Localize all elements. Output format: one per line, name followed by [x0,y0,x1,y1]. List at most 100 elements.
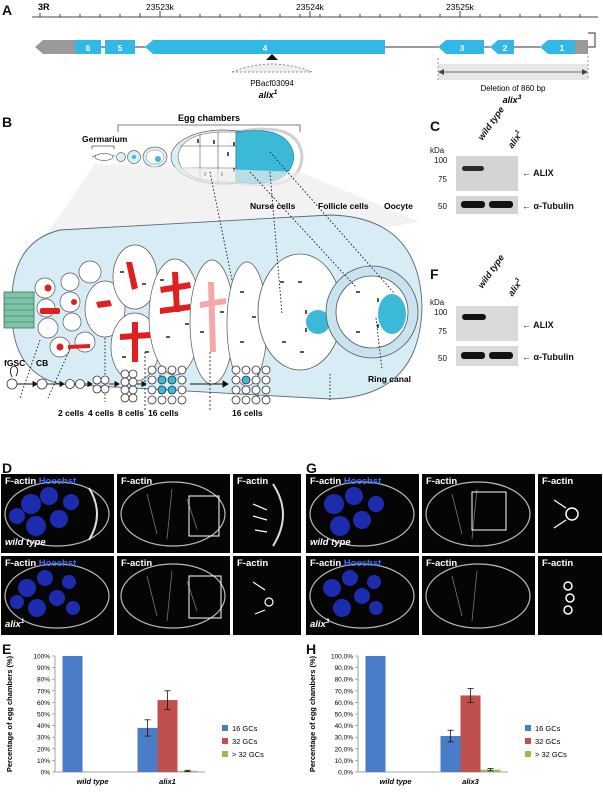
exon-4 [145,40,385,54]
coord-23523k: 23523k [146,2,175,12]
micro-g-wt-zoom-label: F-actin [542,476,574,487]
exon-5-label: 5 [118,43,123,53]
y-tick-label: 60,0% [335,700,354,707]
x-tick-label: alix3 [462,777,480,786]
bar-16-gcs [137,727,158,772]
panel-label-a: A [2,2,13,18]
deletion-label: Deletion of 860 bp [481,84,546,93]
legend-label: 32 GCs [232,737,258,746]
micro-d-wt-genotype: wild type [5,537,46,548]
genomic-ruler [32,11,598,18]
micro-g-mut-merge: F-actin Hoechst alix3 [306,556,419,635]
legend-label: 16 GCs [232,724,258,733]
y-tick-label: 40% [37,723,50,730]
micro-g-wt-genotype: wild type [310,537,351,548]
panel-label-c: C [430,118,441,134]
y-tick-label: 10,0% [335,758,354,765]
blot-c-tub-band-1 [461,201,485,208]
y-axis-label: Percentage of egg chambers (%) [5,655,14,772]
legend-swatch [525,751,531,757]
blot-c-m100: 100 [434,156,448,165]
blot-c-alix-band [462,166,484,171]
exon-3-label: 3 [460,43,465,53]
sixteen-cells-label-b: 16 cells [232,408,263,418]
legend-label: > 32 GCs [232,750,264,759]
nurse-cells-label: Nurse cells [250,201,296,211]
exon-6 [75,40,101,54]
panel-label-f: F [430,266,439,282]
x-tick-label: alix1 [159,777,176,786]
micro-g-mut-factin: F-actin [422,556,535,635]
blot-c-tubulin-membrane [456,196,518,214]
fgsc-label: fGSC [4,358,25,368]
y-tick-label: 70,0% [335,688,354,695]
x-tick-label: wild type [379,777,411,786]
y-tick-label: 60% [37,700,50,707]
micro-g-mut-merge-label: F-actin Hoechst [310,558,382,569]
y-tick-label: 30,0% [335,735,354,742]
micro-d-wt-zoom: F-actin [233,474,301,553]
micro-d-mut-factin: F-actin [117,556,230,635]
deletion-bar [437,56,589,80]
y-tick-label: 90% [37,665,50,672]
micro-g-wt-merge-label: F-actin Hoechst [310,476,382,487]
pbac-insertion [231,54,313,73]
micro-d-wt-factin-label: F-actin [121,476,153,487]
y-tick-label: 20% [37,746,50,753]
y-tick-label: 40,0% [335,723,354,730]
cb-label: CB [36,358,48,368]
blot-f-m100: 100 [434,308,448,317]
micro-g-wt-factin-label: F-actin [426,476,458,487]
micro-d-wt-merge: F-actin Hoechst wild type [1,474,114,553]
y-axis-label: Percentage of egg chambers (%) [308,655,317,772]
y-tick-label: 90,0% [335,665,354,672]
x-tick-label: wild type [76,777,108,786]
blot-f-alix-band [462,314,486,320]
blot-f-m75: 75 [438,327,447,336]
legend-label: > 32 GCs [535,750,567,759]
follicle-cells-label: Follicle cells [318,201,369,211]
sixteen-cells-label-a: 16 cells [148,408,179,418]
blot-c-tub-band-2 [489,201,513,208]
micro-d-mut-factin-label: F-actin [121,558,153,569]
blot-f-m50: 50 [438,354,447,363]
micro-g-wt-merge: F-actin Hoechst wild type [306,474,419,553]
blot-c-mut-label: alix1 [505,129,523,150]
micro-d-mut-merge: F-actin Hoechst alix1 [1,556,114,635]
legend-swatch [525,725,531,731]
allele1-label: alix1 [259,89,278,100]
blot-c-m50: 50 [438,202,447,211]
bar-16-gcs [440,736,461,772]
exon-5 [105,40,135,54]
blot-c-alix-membrane [456,156,518,191]
legend-swatch [222,738,228,744]
y-tick-label: 100,0% [331,654,353,661]
micro-g-mut-zoom: F-actin [538,556,602,635]
legend-swatch [222,751,228,757]
utr-left [35,40,75,54]
y-tick-label: 0% [41,770,51,777]
blot-c-m75: 75 [438,175,447,184]
panel-label-g: G [306,460,317,476]
y-tick-label: 100% [33,654,50,661]
panel-label-h: H [306,641,317,657]
y-tick-label: 10% [37,758,50,765]
blot-f-kda: kDa [430,298,445,307]
western-blot-c: wild type alix1 kDa 100 75 50 ← ALIX ← α… [430,105,602,228]
micro-d-mut-zoom: F-actin [233,556,301,635]
micro-d-wt-factin: F-actin [117,474,230,553]
exon-4-label: 4 [263,43,268,53]
micro-g-mut-genotype: alix3 [310,618,330,630]
micro-g-mut-zoom-label: F-actin [542,558,574,569]
blot-f-wt-label: wild type [475,252,507,290]
y-tick-label: 70% [37,688,50,695]
germarium-label: Germarium [82,134,128,144]
egg-chambers-label: Egg chambers [178,113,240,123]
bar-32-gcs [157,700,178,772]
ovariole-schematic: Egg chambers Germarium [3,113,423,418]
bar-chart-e: 0% 10% 20% 30% 40% 50% 60% 70% 80% 90% 100% Percent… [5,654,264,787]
legend-swatch [222,725,228,731]
two-cells-label: 2 cells [58,408,84,418]
oocyte-label: Oocyte [384,201,413,211]
ring-canal-label: Ring canal [368,374,411,384]
